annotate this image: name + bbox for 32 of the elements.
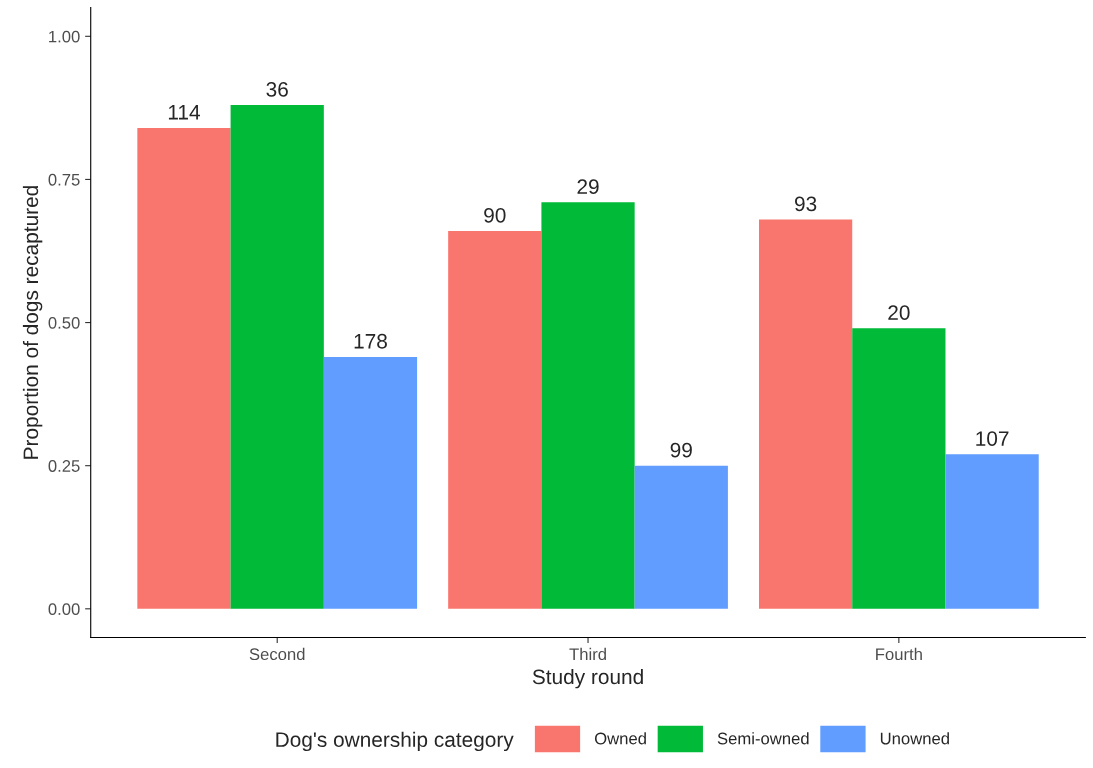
bar: [852, 328, 946, 609]
bar: [323, 356, 418, 609]
annotation: 36: [266, 81, 288, 97]
bar: [945, 454, 1039, 609]
bar: [230, 105, 324, 609]
bar: [758, 219, 853, 609]
annotation: 93: [795, 196, 817, 212]
legend-label: Owned: [594, 732, 646, 745]
bar: [634, 465, 728, 609]
bar: [137, 127, 231, 609]
x-tick-label: Fourth: [876, 647, 922, 661]
bar: [448, 230, 542, 609]
annotation: 20: [888, 305, 910, 320]
legend-title: Dog's ownership category: [276, 731, 514, 752]
y-tick-label: 0.00: [48, 603, 80, 616]
annotation: 107: [976, 431, 1009, 446]
annotation: 114: [168, 105, 200, 120]
x-axis-title: Study round: [532, 668, 643, 689]
legend-label: Semi-owned: [717, 732, 809, 745]
x-tick-label: Third: [569, 647, 606, 661]
x-tick-label: Second: [249, 647, 305, 661]
y-tick-label: 0.75: [48, 173, 80, 186]
bar: [541, 202, 635, 609]
annotation: 90: [484, 207, 506, 223]
y-tick-label: 1.00: [49, 30, 80, 43]
y-axis-title: Proportion of dogs recaptured: [22, 186, 43, 459]
annotation: 178: [354, 333, 387, 349]
y-tick-label: 0.50: [48, 316, 80, 329]
annotation: 29: [577, 179, 599, 195]
y-tick-label: 0.25: [48, 460, 80, 472]
legend-label: Unowned: [880, 732, 949, 745]
annotation: 99: [670, 442, 692, 458]
